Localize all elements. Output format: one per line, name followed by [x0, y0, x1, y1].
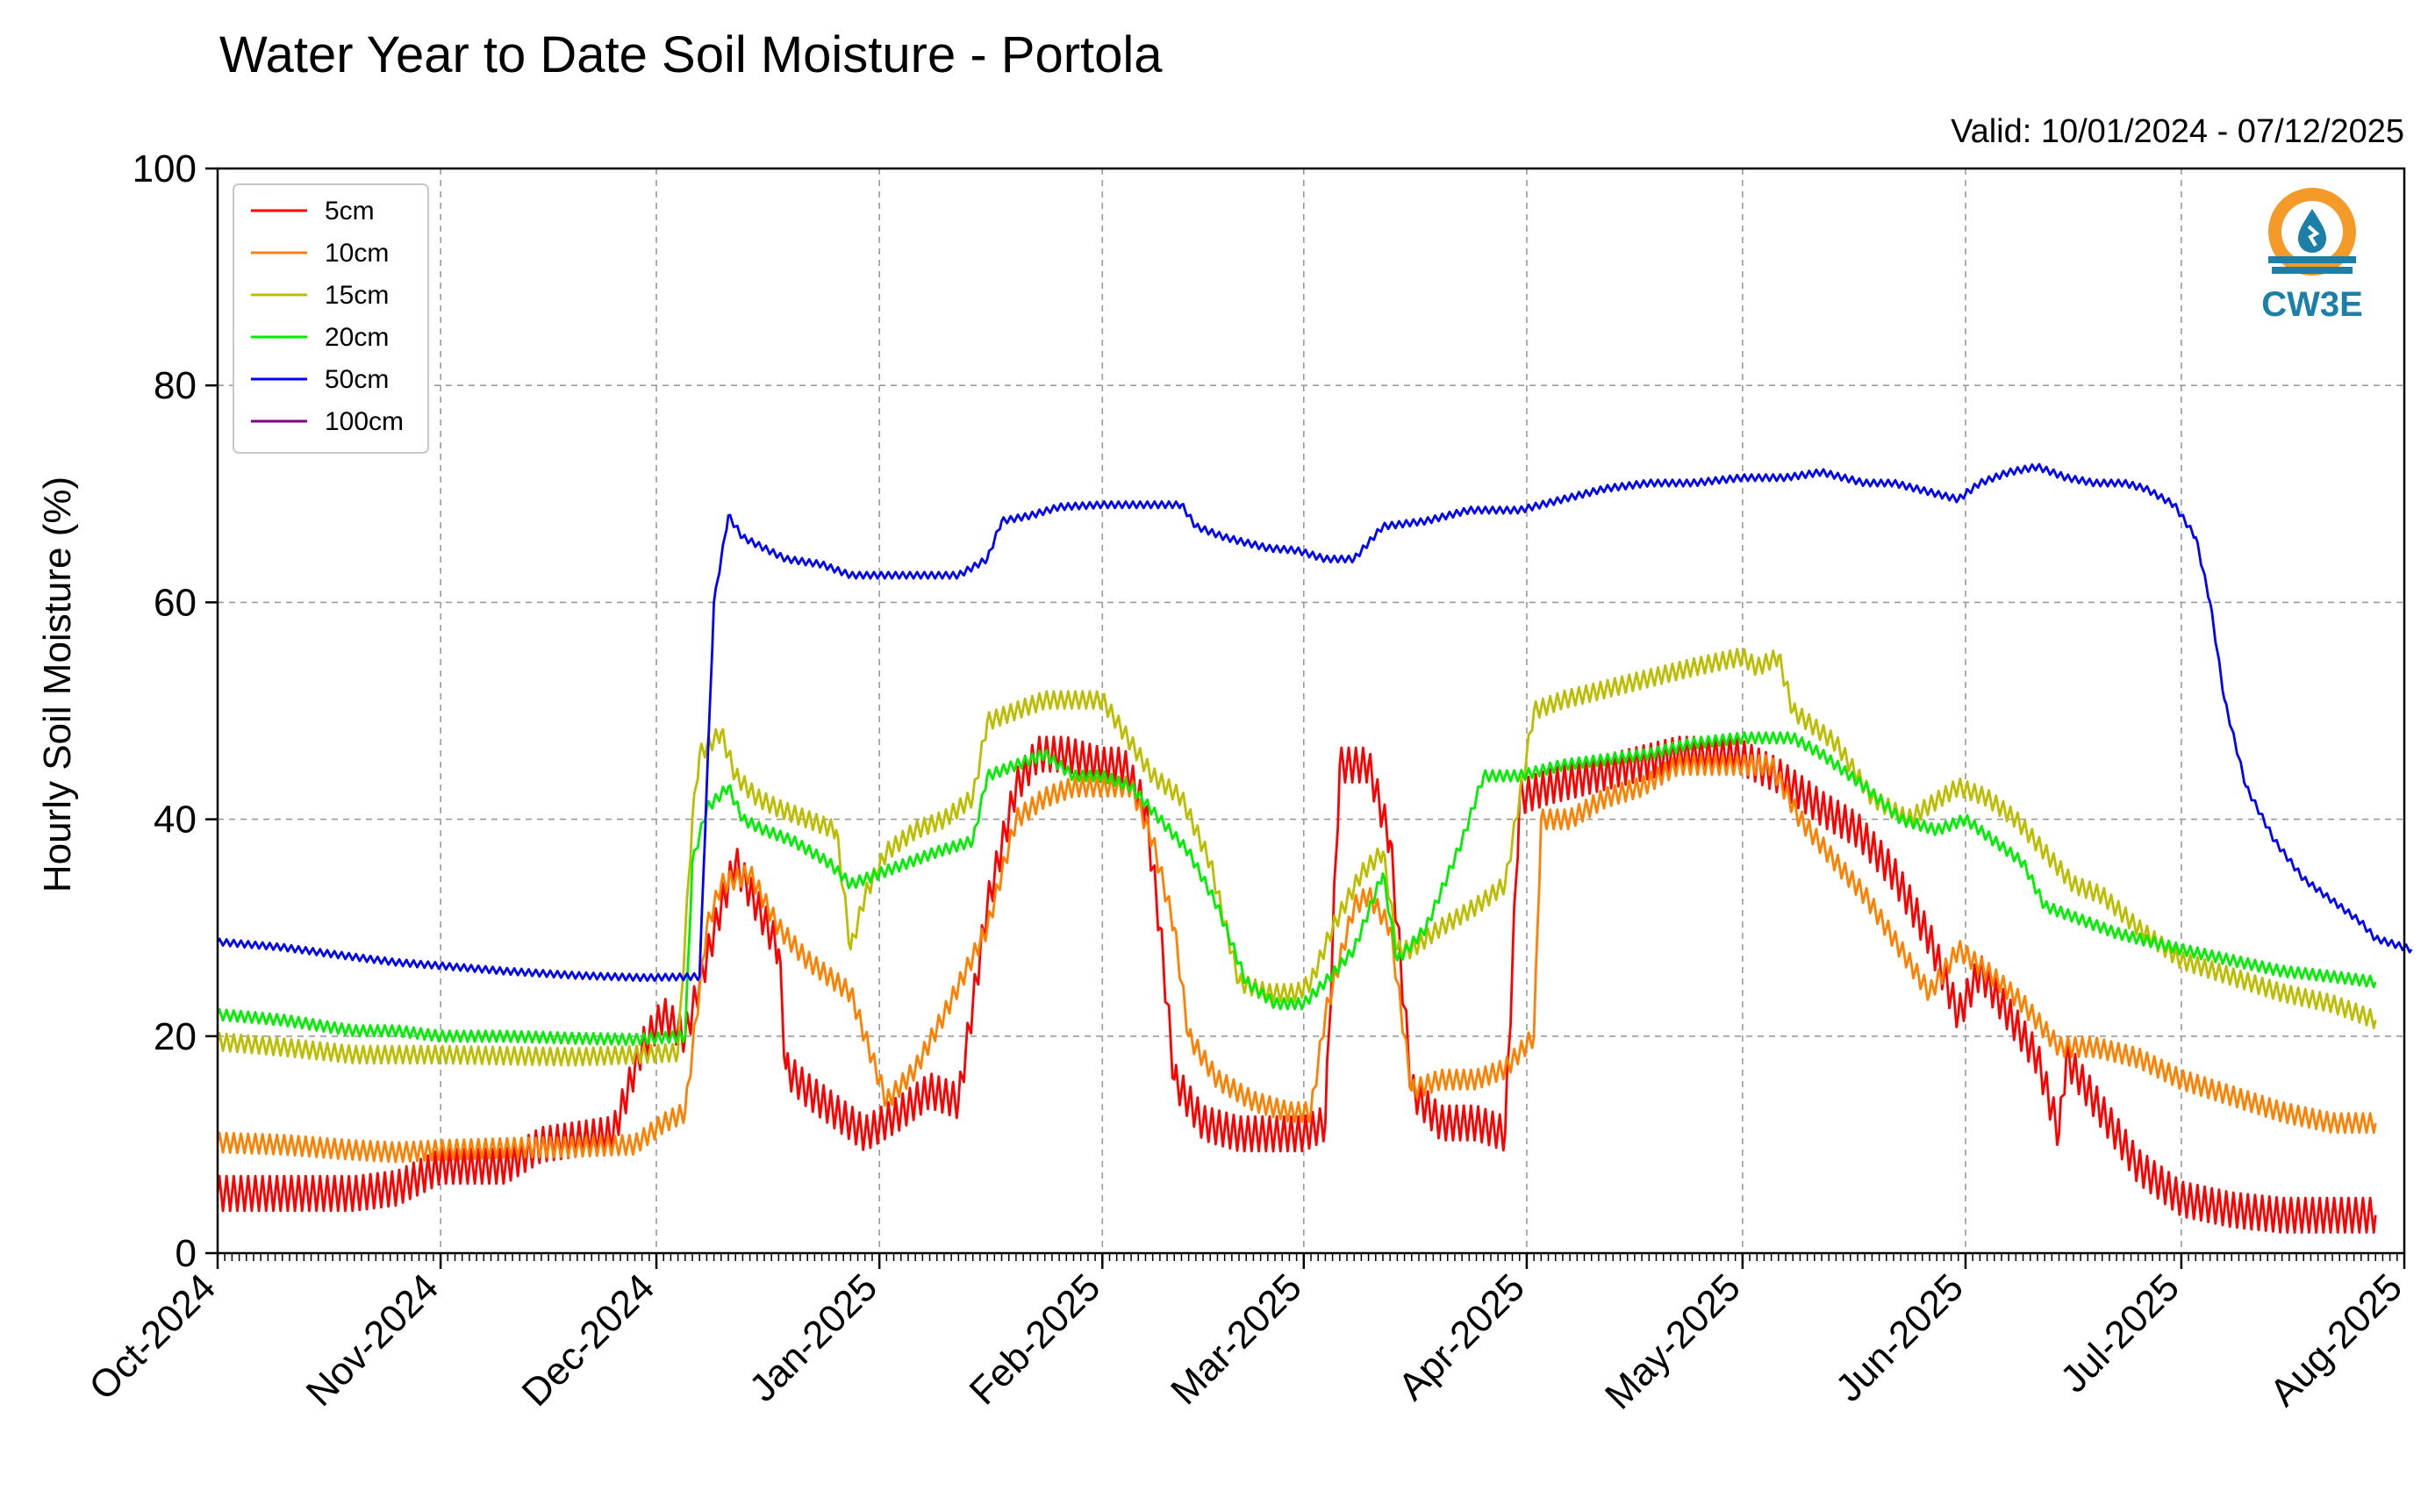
y-axis-label: Hourly Soil Moisture (%): [36, 477, 79, 892]
legend-label-100cm: 100cm: [325, 407, 404, 436]
lightning-icon: [2307, 225, 2320, 247]
y-tick-label: 40: [154, 799, 197, 842]
y-tick-label: 100: [133, 147, 197, 190]
logo-wave-bottom: [2272, 267, 2353, 274]
series-line-10cm: [216, 754, 2377, 1164]
legend-label-20cm: 20cm: [325, 323, 389, 352]
legend-label-15cm: 15cm: [325, 281, 389, 310]
y-tick-label: 60: [154, 581, 197, 624]
legend-label-50cm: 50cm: [325, 365, 389, 394]
chart-title: Water Year to Date Soil Moisture - Porto…: [219, 26, 1163, 83]
series-line-5cm: [216, 735, 2377, 1234]
legend: 5cm 10cm 15cm 20cm 50cm 100cm: [233, 183, 429, 454]
y-tick-label: 0: [175, 1232, 197, 1275]
logo-wave-top: [2268, 256, 2356, 263]
grid-lines: [218, 168, 2404, 1253]
y-tick-label: 20: [154, 1015, 197, 1058]
legend-label-10cm: 10cm: [325, 239, 389, 268]
logo-text: CW3E: [2261, 285, 2363, 324]
y-tick-label: 80: [154, 364, 197, 407]
cw3e-logo: CW3E: [2261, 188, 2363, 324]
series-line-15cm: [216, 648, 2377, 1067]
valid-date-range: Valid: 10/01/2024 - 07/12/2025: [1951, 113, 2404, 150]
series-line-20cm: [216, 731, 2377, 1046]
series-lines: [216, 462, 2413, 1234]
series-line-50cm: [216, 462, 2413, 983]
legend-label-5cm: 5cm: [325, 197, 375, 226]
